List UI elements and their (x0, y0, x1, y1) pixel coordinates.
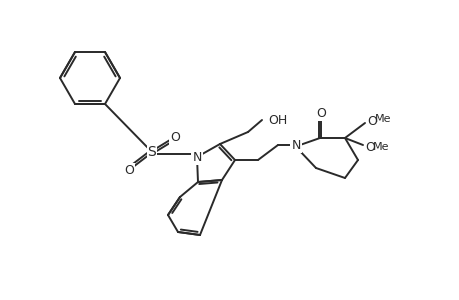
Text: N: N (291, 139, 300, 152)
Text: Me: Me (372, 142, 389, 152)
Text: O: O (366, 115, 376, 128)
Text: S: S (147, 145, 156, 159)
Text: Me: Me (374, 114, 391, 124)
Text: O: O (315, 106, 325, 119)
Text: O: O (364, 140, 374, 154)
Text: N: N (192, 151, 201, 164)
Text: OH: OH (268, 113, 286, 127)
Text: O: O (170, 130, 179, 143)
Text: O: O (124, 164, 134, 176)
